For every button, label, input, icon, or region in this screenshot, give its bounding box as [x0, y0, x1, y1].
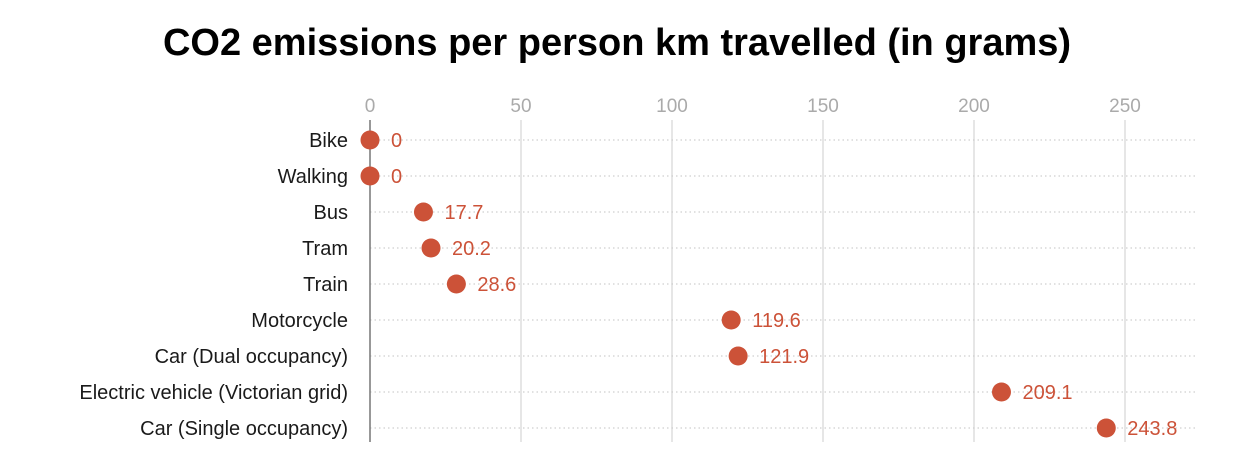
x-tick-label: 0: [365, 96, 376, 117]
x-tick-label: 200: [958, 96, 990, 117]
x-tick-label: 250: [1109, 96, 1141, 117]
data-label: 243.8: [1127, 418, 1177, 440]
category-label: Car (Single occupancy): [140, 418, 348, 440]
category-label: Car (Dual occupancy): [155, 346, 348, 368]
category-labels: Bike Walking Bus Tram Train Motorcycle Car (Du…: [79, 130, 348, 440]
data-point: [991, 382, 1011, 402]
x-tick-label: 100: [656, 96, 688, 117]
vertical-gridlines: [520, 120, 1126, 442]
category-label: Tram: [302, 238, 348, 260]
x-tick-label: 50: [510, 96, 531, 117]
category-label: Motorcycle: [251, 310, 348, 332]
data-label: 0: [391, 130, 402, 152]
category-label: Bike: [309, 130, 348, 152]
data-point: [728, 346, 748, 366]
data-label: 121.9: [759, 346, 809, 368]
category-label: Train: [303, 274, 348, 296]
chart-title: CO2 emissions per person km travelled (i…: [162, 22, 1072, 64]
data-point: [446, 274, 466, 294]
data-label: 28.6: [477, 274, 516, 296]
data-point: [413, 202, 433, 222]
category-label: Bus: [314, 202, 348, 224]
category-label: Electric vehicle (Victorian grid): [79, 382, 348, 404]
data-label: 20.2: [452, 238, 491, 260]
data-point: [360, 166, 380, 186]
data-label: 0: [391, 166, 402, 188]
category-label: Walking: [278, 166, 348, 188]
data-point: [360, 130, 380, 150]
x-tick-labels: 0 50 100 150 200 250: [365, 96, 1141, 117]
row-guidelines: [370, 139, 1198, 429]
data-point: [1096, 418, 1116, 438]
data-point: [721, 310, 741, 330]
data-label: 209.1: [1022, 382, 1072, 404]
data-point: [421, 238, 441, 258]
data-label: 119.6: [752, 310, 801, 332]
x-tick-label: 150: [807, 96, 839, 117]
data-label: 17.7: [444, 202, 483, 224]
data-points: [360, 130, 1116, 438]
data-labels: 0 0 17.7 20.2 28.6 119.6 121.9 209.1 243.8: [391, 130, 1177, 440]
